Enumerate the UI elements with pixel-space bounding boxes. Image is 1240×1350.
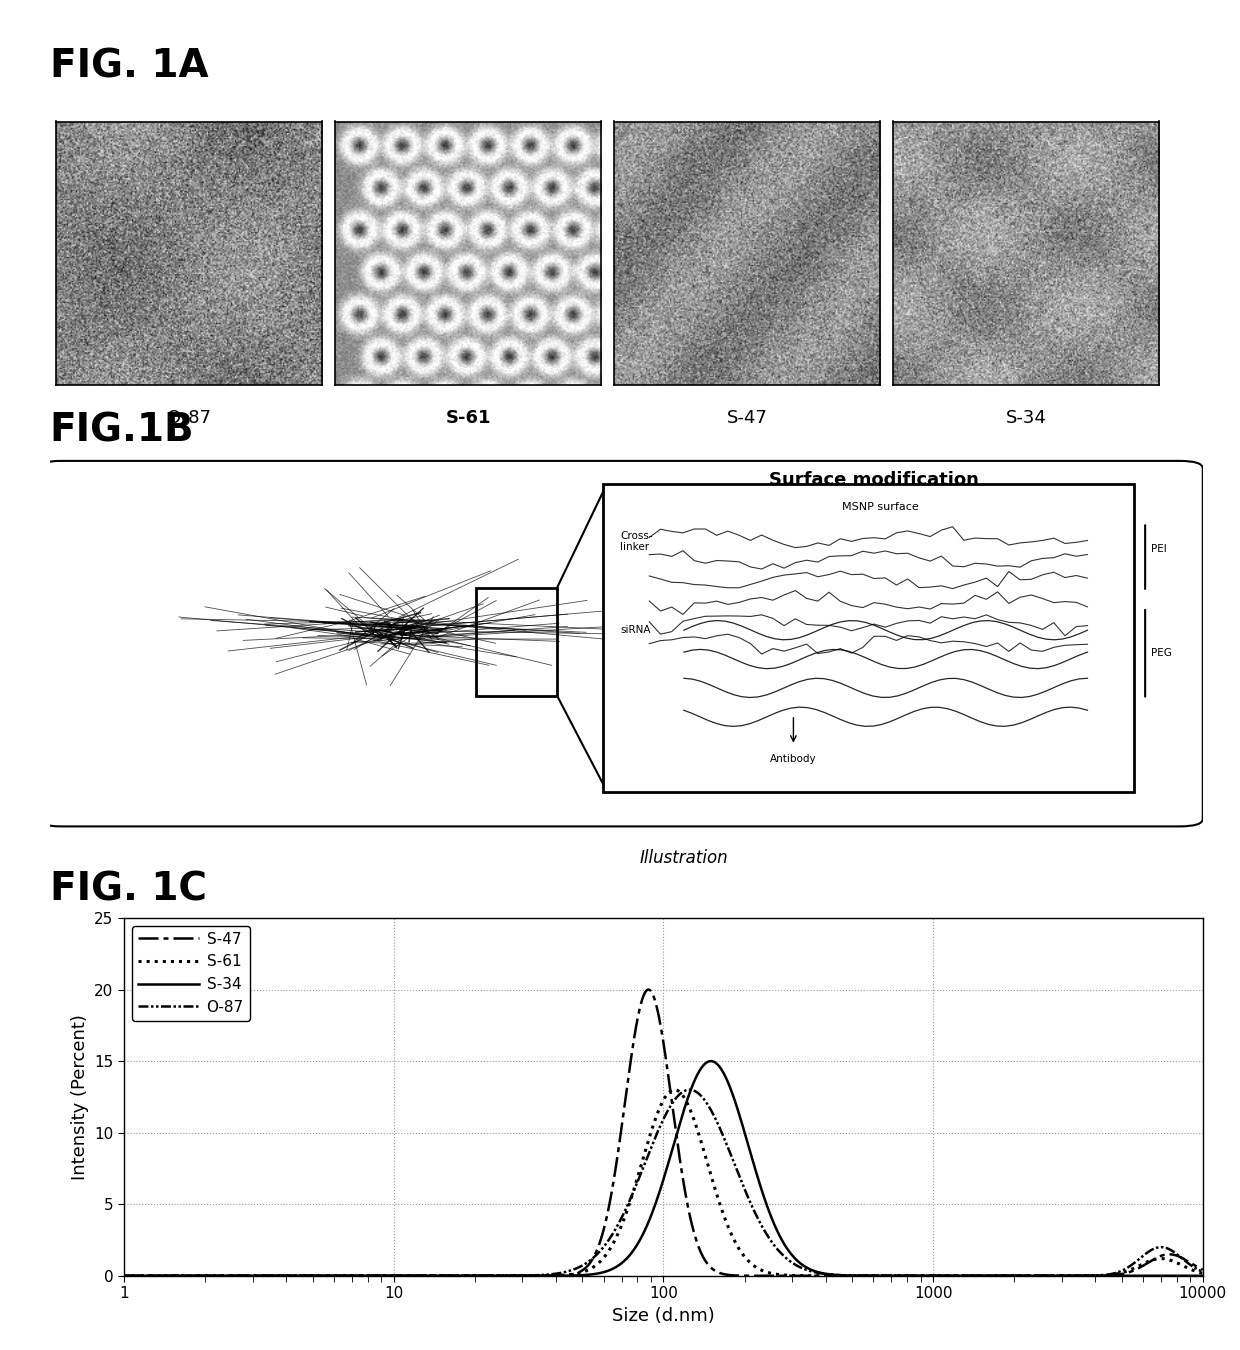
Text: Antibody: Antibody [770,755,817,764]
O-87 [531,1268,546,1284]
S-61 [1058,1268,1073,1284]
S-47 [577,1261,591,1277]
O-87 [682,1081,697,1098]
Text: Illustration: Illustration [640,849,728,868]
Line: S-47: S-47 [124,990,1203,1276]
Text: FIG. 1A: FIG. 1A [50,47,208,85]
Y-axis label: Intensity (Percent): Intensity (Percent) [71,1014,89,1180]
O-87 [239,1268,254,1284]
S-47 [239,1268,254,1284]
Text: S-47: S-47 [727,409,768,427]
S-34 [703,1053,718,1069]
Bar [476,587,557,695]
Text: siRNA: siRNA [620,625,651,636]
Text: Surface modification: Surface modification [769,471,980,489]
S-34 [531,1268,546,1284]
S-61 [117,1268,131,1284]
Line: S-61: S-61 [124,1089,1203,1276]
Text: S-61: S-61 [445,409,491,427]
S-34 [239,1268,254,1284]
O-87 [577,1257,591,1273]
S-61 [239,1268,254,1284]
Line: S-34: S-34 [124,1061,1203,1276]
O-87 [117,1268,131,1284]
Text: MSNP surface: MSNP surface [842,502,919,512]
Text: PEI: PEI [1151,544,1167,555]
X-axis label: Size (d.nm): Size (d.nm) [613,1307,714,1324]
O-87 [304,1268,319,1284]
S-34 [1174,1268,1189,1284]
S-34 [117,1268,131,1284]
Bar [603,485,1133,791]
FancyBboxPatch shape [38,460,1203,826]
S-34 [1058,1268,1073,1284]
S-34 [1195,1268,1210,1284]
S-47 [1195,1262,1210,1278]
S-61 [1174,1257,1189,1273]
S-61 [577,1264,591,1280]
Line: O-87: O-87 [124,1089,1203,1276]
O-87 [1174,1250,1189,1266]
S-47 [304,1268,319,1284]
Text: PEG: PEG [1151,648,1172,659]
S-61 [667,1081,682,1098]
Text: FIG. 1C: FIG. 1C [50,871,207,909]
S-34 [577,1266,591,1282]
S-34 [304,1268,319,1284]
Text: FIG.1B: FIG.1B [50,412,195,450]
S-47 [641,981,656,998]
S-61 [304,1268,319,1284]
S-61 [1195,1265,1210,1281]
O-87 [1195,1264,1210,1280]
Legend: S-47, S-61, S-34, O-87: S-47, S-61, S-34, O-87 [131,926,249,1021]
O-87 [1058,1268,1073,1284]
S-47 [117,1268,131,1284]
Text: O-87: O-87 [167,409,211,427]
S-47 [1058,1268,1073,1284]
Text: S-34: S-34 [1006,409,1047,427]
Text: Cross-
linker: Cross- linker [620,531,653,552]
S-47 [1174,1250,1189,1266]
S-47 [531,1268,546,1284]
S-61 [531,1268,546,1284]
